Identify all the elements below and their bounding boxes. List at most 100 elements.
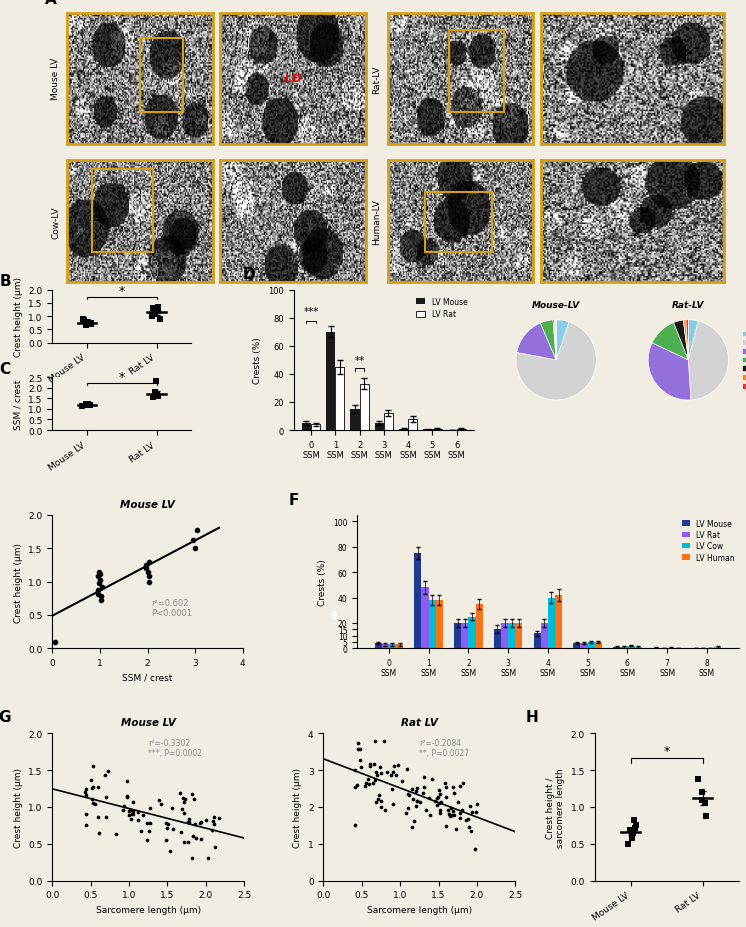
Point: [84, 773, 96, 788]
Point: [189, 817, 201, 832]
Bar: [351, 410, 360, 430]
Point: [444, 808, 456, 823]
Bar: [421, 588, 429, 649]
Point: [419, 769, 430, 784]
Point: [189, 541, 201, 556]
Bar: [580, 643, 588, 649]
Point: [372, 768, 383, 782]
Point: [464, 799, 476, 814]
Point: [147, 390, 159, 405]
Point: [86, 781, 98, 796]
Point: [439, 780, 451, 794]
Text: ***: ***: [304, 306, 319, 316]
Point: [410, 783, 422, 798]
Point: [98, 768, 110, 782]
Text: *: *: [119, 285, 125, 298]
Point: [370, 765, 382, 780]
Bar: [508, 623, 515, 649]
Point: [84, 317, 95, 332]
Point: [195, 815, 207, 830]
Point: [412, 794, 424, 808]
Point: [128, 806, 140, 821]
Point: [175, 824, 187, 839]
Point: [78, 314, 90, 329]
Point: [183, 811, 195, 826]
Point: [178, 806, 190, 820]
Point: [85, 317, 97, 332]
Wedge shape: [516, 323, 596, 400]
Wedge shape: [652, 324, 689, 361]
Bar: [311, 425, 320, 430]
Point: [692, 771, 703, 786]
Point: [190, 831, 202, 845]
Wedge shape: [689, 321, 698, 361]
Y-axis label: Crest height /
sarcomere length: Crest height / sarcomere length: [545, 768, 565, 846]
Point: [78, 313, 90, 328]
Point: [124, 802, 136, 817]
Point: [386, 797, 398, 812]
X-axis label: Sarcomere length (μm): Sarcomere length (μm): [367, 905, 472, 914]
Point: [363, 777, 375, 792]
Point: [448, 786, 460, 801]
Point: [80, 781, 92, 796]
Wedge shape: [689, 322, 729, 400]
Wedge shape: [686, 321, 689, 361]
Bar: [436, 601, 443, 649]
Point: [359, 779, 371, 794]
Point: [77, 312, 89, 327]
Point: [160, 816, 172, 831]
Point: [429, 794, 441, 809]
Point: [424, 808, 436, 823]
Point: [135, 824, 147, 839]
Point: [628, 813, 640, 828]
Point: [121, 789, 133, 804]
Point: [466, 823, 477, 838]
Point: [94, 566, 106, 581]
Point: [174, 786, 186, 801]
Text: *: *: [663, 744, 670, 757]
Point: [431, 791, 443, 806]
Point: [351, 736, 363, 751]
Point: [137, 808, 149, 823]
X-axis label: SSM / crest: SSM / crest: [122, 673, 173, 682]
Bar: [429, 601, 436, 649]
Point: [141, 816, 153, 831]
Point: [696, 793, 708, 807]
Point: [92, 587, 104, 602]
Point: [407, 814, 419, 829]
Point: [420, 803, 432, 818]
Point: [448, 780, 460, 794]
Text: Mouse LV: Mouse LV: [51, 58, 60, 100]
Point: [349, 780, 361, 794]
Bar: [326, 333, 335, 430]
Text: LD: LD: [285, 74, 301, 84]
Point: [127, 794, 139, 809]
Point: [389, 768, 401, 782]
Point: [454, 806, 466, 820]
Bar: [301, 424, 311, 430]
Y-axis label: Crest height (μm): Crest height (μm): [13, 542, 22, 622]
Text: Human-LV: Human-LV: [372, 199, 381, 245]
Point: [142, 554, 154, 569]
Point: [417, 786, 429, 801]
Point: [406, 781, 418, 796]
Point: [151, 304, 163, 319]
Point: [141, 832, 153, 847]
Point: [434, 786, 446, 801]
Text: *: *: [119, 371, 125, 384]
Point: [208, 810, 220, 825]
Wedge shape: [540, 321, 557, 361]
Bar: [384, 413, 393, 430]
Point: [457, 776, 469, 791]
Text: Cow-LV: Cow-LV: [51, 206, 60, 238]
Point: [626, 831, 638, 845]
Point: [133, 805, 145, 819]
Point: [87, 780, 99, 794]
Point: [121, 774, 133, 789]
Point: [370, 794, 382, 809]
Point: [470, 805, 482, 819]
Point: [189, 792, 201, 806]
Point: [456, 803, 468, 818]
Point: [79, 784, 91, 799]
Text: F: F: [289, 493, 299, 508]
